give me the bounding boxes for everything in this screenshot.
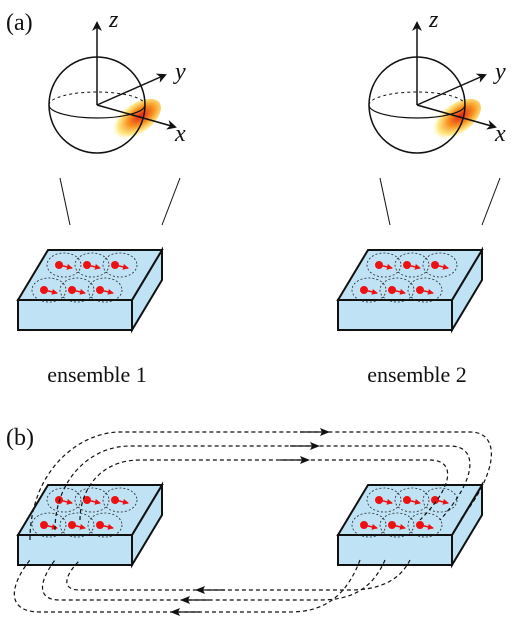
spin-arrow	[378, 498, 393, 505]
equator-front	[48, 104, 146, 119]
spin-arrow	[86, 263, 101, 270]
spin-arrow	[363, 288, 378, 295]
connector	[481, 177, 501, 226]
equator-back	[48, 91, 146, 106]
field-line	[42, 559, 386, 601]
field-line	[79, 459, 449, 521]
blob	[108, 98, 162, 142]
field-line	[66, 559, 411, 591]
dashed-loop	[422, 252, 458, 278]
spin-arrow	[434, 263, 449, 270]
dashed-loop	[407, 277, 443, 303]
axis-label: z	[428, 7, 439, 33]
equator-front	[368, 104, 466, 119]
dashed-loop	[87, 512, 123, 538]
ensemble-label: ensemble 1	[47, 362, 147, 387]
ensemble-label: ensemble 2	[367, 362, 467, 387]
spin-arrow	[71, 523, 86, 530]
slab-front	[17, 534, 133, 566]
axis-label: y	[173, 59, 186, 85]
slab-front	[337, 534, 453, 566]
connector	[379, 177, 391, 226]
dashed-loop	[74, 252, 110, 278]
dashed-loop	[366, 487, 402, 513]
slab-top	[336, 484, 484, 536]
spin-arrow	[58, 263, 73, 270]
blob	[428, 98, 482, 142]
spin-arrow	[114, 498, 129, 505]
spin-arrow	[419, 523, 434, 530]
spin-arrow	[363, 523, 378, 530]
equator-back	[368, 91, 466, 106]
axis	[416, 73, 487, 106]
spin-arrow	[391, 523, 406, 530]
dashed-loop	[394, 487, 430, 513]
axis	[416, 104, 497, 130]
dashed-loop	[379, 277, 415, 303]
slab-top	[16, 484, 164, 536]
spin-arrow	[71, 288, 86, 295]
dashed-loop	[59, 512, 95, 538]
dashed-loop	[351, 512, 387, 538]
dashed-loop	[74, 487, 110, 513]
field-line	[29, 431, 492, 541]
field-line	[13, 559, 361, 613]
dashed-loop	[351, 277, 387, 303]
dashed-loop	[379, 512, 415, 538]
spin-arrow	[391, 288, 406, 295]
dashed-loop	[31, 277, 67, 303]
dashed-loop	[102, 252, 138, 278]
axis-label: x	[494, 121, 506, 147]
dashed-loop	[394, 252, 430, 278]
axis-label: z	[108, 7, 119, 33]
spin-arrow	[58, 498, 73, 505]
slab-top	[336, 249, 484, 301]
field-lines	[13, 428, 492, 616]
panel-label: (a)	[6, 10, 33, 36]
dashed-loop	[422, 487, 458, 513]
axis-label: x	[174, 121, 186, 147]
spin-arrow	[114, 263, 129, 270]
spin-arrow	[43, 288, 58, 295]
spin-arrow	[406, 263, 421, 270]
dashed-loop	[46, 252, 82, 278]
spin-arrow	[434, 498, 449, 505]
spin-arrow	[419, 288, 434, 295]
spin-arrow	[99, 523, 114, 530]
dashed-loop	[366, 252, 402, 278]
connector	[59, 177, 71, 226]
spin-arrow	[86, 498, 101, 505]
slab-front	[337, 299, 453, 331]
spin-arrow	[406, 498, 421, 505]
spin-arrow	[99, 288, 114, 295]
panel-label: (b)	[6, 425, 34, 451]
spin-arrow	[378, 263, 393, 270]
axis	[96, 73, 167, 106]
connector	[161, 177, 181, 226]
slab-top	[16, 249, 164, 301]
axis-label: y	[493, 59, 506, 85]
axis	[96, 104, 177, 130]
dashed-loop	[87, 277, 123, 303]
slab-front	[17, 299, 133, 331]
dashed-loop	[31, 512, 67, 538]
dashed-loop	[407, 512, 443, 538]
dashed-loop	[102, 487, 138, 513]
dashed-loop	[59, 277, 95, 303]
